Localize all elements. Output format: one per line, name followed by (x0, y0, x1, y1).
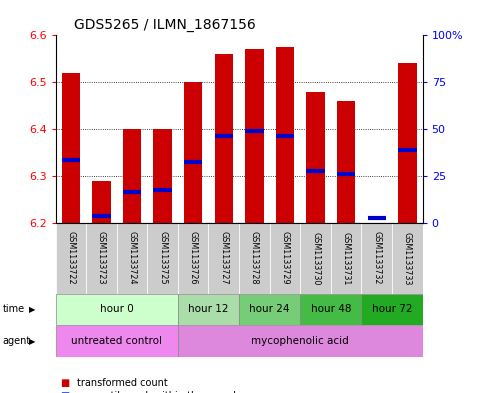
Text: untreated control: untreated control (71, 336, 162, 346)
Bar (245, 50, 264, 223)
Bar (361, 294, 423, 325)
Bar (56, 325, 178, 357)
Text: ▶: ▶ (29, 305, 35, 314)
Text: GSM1133723: GSM1133723 (97, 231, 106, 285)
Bar (361, 223, 392, 294)
Bar (86, 223, 117, 294)
Bar (306, 92, 325, 223)
Bar (56, 294, 178, 325)
Text: GSM1133730: GSM1133730 (311, 231, 320, 285)
Text: GSM1133731: GSM1133731 (341, 231, 351, 285)
Text: GSM1133729: GSM1133729 (281, 231, 289, 285)
Bar (56, 223, 86, 294)
Bar (178, 294, 239, 325)
Text: hour 48: hour 48 (311, 305, 351, 314)
Bar (239, 223, 270, 294)
Text: GSM1133724: GSM1133724 (128, 231, 137, 285)
Bar (209, 223, 239, 294)
Text: GSM1133732: GSM1133732 (372, 231, 381, 285)
Bar (276, 47, 294, 223)
Bar (123, 129, 141, 223)
Text: percentile rank within the sample: percentile rank within the sample (77, 391, 242, 393)
Bar (184, 82, 202, 223)
Text: ■: ■ (60, 378, 70, 387)
Bar (214, 54, 233, 223)
Text: mycophenolic acid: mycophenolic acid (251, 336, 349, 346)
Text: GSM1133722: GSM1133722 (66, 231, 75, 285)
Bar (62, 73, 80, 223)
Text: time: time (2, 305, 25, 314)
Bar (147, 223, 178, 294)
Text: GSM1133726: GSM1133726 (189, 231, 198, 285)
Text: GSM1133727: GSM1133727 (219, 231, 228, 285)
Text: hour 0: hour 0 (100, 305, 134, 314)
Text: ▶: ▶ (29, 337, 35, 346)
Bar (392, 223, 423, 294)
Text: ■: ■ (60, 391, 70, 393)
Text: hour 12: hour 12 (188, 305, 229, 314)
Bar (331, 223, 361, 294)
Bar (154, 129, 172, 223)
Text: hour 24: hour 24 (249, 305, 290, 314)
Bar (398, 64, 416, 223)
Bar (239, 294, 300, 325)
Bar (300, 223, 331, 294)
Bar (178, 325, 423, 357)
Text: GDS5265 / ILMN_1867156: GDS5265 / ILMN_1867156 (74, 18, 256, 31)
Bar (178, 223, 209, 294)
Text: GSM1133728: GSM1133728 (250, 231, 259, 285)
Text: GSM1133725: GSM1133725 (158, 231, 167, 285)
Bar (92, 181, 111, 223)
Text: GSM1133733: GSM1133733 (403, 231, 412, 285)
Text: hour 72: hour 72 (372, 305, 412, 314)
Bar (117, 223, 147, 294)
Text: transformed count: transformed count (77, 378, 168, 387)
Bar (270, 223, 300, 294)
Text: agent: agent (2, 336, 30, 346)
Bar (300, 294, 361, 325)
Bar (337, 101, 355, 223)
